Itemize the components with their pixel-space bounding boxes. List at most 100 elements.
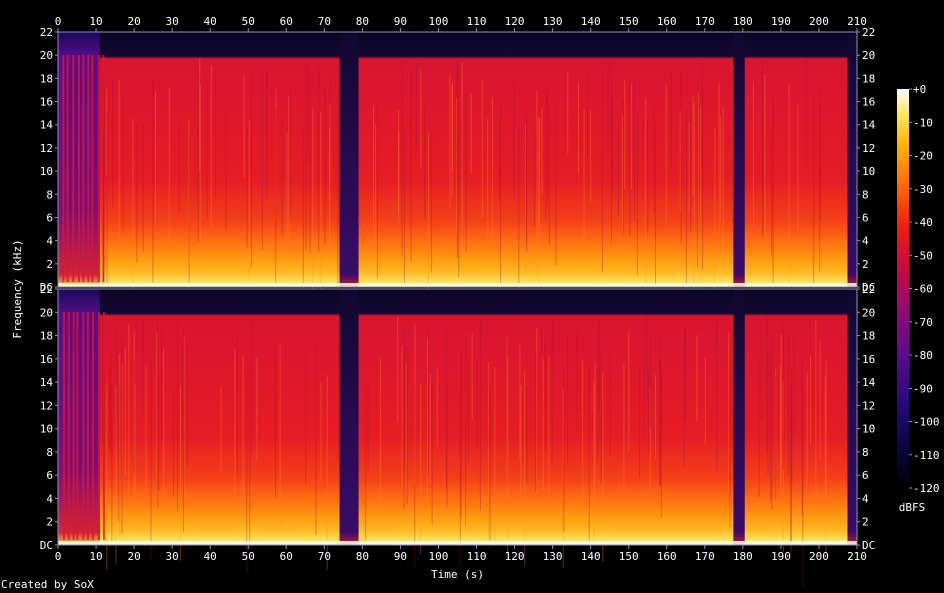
spectral-streak [793,337,795,436]
x-tick-label-bottom: 110 [467,550,487,563]
spectral-streak [110,350,112,455]
x-tick-label-bottom: 70 [318,550,331,563]
spectrum-body [58,32,857,287]
spectral-streak [121,363,123,546]
intro-burst [102,54,105,282]
spectrum-body [58,289,857,545]
y-tick-label-right: 16 [862,96,875,109]
spectral-streak [494,367,496,542]
spectral-streak [700,105,702,290]
colorbar-tick-label: -20 [913,150,933,163]
spectral-streak [547,84,549,205]
spectral-streak [500,100,502,290]
y-tick-label-left: 10 [40,165,53,178]
intro-burst [67,312,70,540]
spectral-streak [650,337,652,429]
x-tick-label-bottom: 150 [619,550,639,563]
spectral-streak [576,331,578,412]
y-tick-label-left: 4 [46,492,53,505]
spectral-streak [251,317,253,454]
y-tick-label-right: 20 [862,49,875,62]
spectral-streak [134,383,136,493]
spectral-streak [225,115,227,230]
spectral-streak [649,387,651,492]
x-tick-label-bottom: 40 [204,550,217,563]
spectral-streak [690,101,692,231]
y-tick-label-right: 14 [862,119,876,132]
track-end [847,32,857,287]
channel-1-spectrogram [57,31,858,330]
intro-burst [66,54,69,282]
spectral-streak [590,109,592,203]
spectral-streak [414,324,416,488]
spectral-streak [451,85,453,198]
spectral-streak [665,85,667,223]
x-tick-label-top: 130 [543,15,563,28]
spectral-streak [445,325,447,489]
spectral-streak [582,360,584,508]
intro-burst [87,54,90,282]
silent-gap [733,32,745,287]
spectral-streak [653,103,655,213]
y-tick-label-left: 14 [40,119,54,132]
spectral-streak [379,357,381,507]
spectral-streak [236,335,238,478]
spectral-streak [583,108,585,248]
spectral-streak [118,79,120,261]
spectral-streak [275,108,277,304]
spectral-streak [459,388,461,567]
x-tick-label-top: 20 [127,15,140,28]
spectral-streak [771,336,773,510]
spectral-streak [646,315,648,401]
spectral-streak [248,120,250,281]
intro-burst [97,54,100,282]
spectral-streak [446,385,448,508]
colorbar-tick-label: -40 [913,216,933,229]
spectral-streak [513,81,515,199]
intro-burst [86,312,89,540]
spectral-streak [471,333,473,420]
spectral-streak [762,132,764,238]
spectral-streak [410,70,412,262]
x-tick-label-bottom: 210 [847,550,867,563]
y-tick-label-left: 12 [40,142,53,155]
spectral-streak [520,384,522,499]
panel-border [57,31,858,288]
spectral-streak [714,127,716,327]
y-tick-label-left: 18 [40,72,53,85]
y-tick-label-left: 16 [40,353,53,366]
spectral-streak [206,81,208,219]
spectral-streak [289,88,291,218]
y-tick-label-left: 6 [46,469,53,482]
spectral-streak [188,131,190,298]
y-tick-label-left: 4 [46,235,53,248]
spectral-streak [764,74,766,261]
spectral-streak [534,129,536,227]
y-tick-label-left: 18 [40,330,53,343]
spectral-streak [145,366,147,500]
colorbar-tick-label: -30 [913,183,933,196]
y-tick-label-left: 2 [46,258,53,271]
spectral-streak [427,337,429,507]
spectral-streak [487,361,489,540]
intro-burst [91,54,94,282]
x-tick-label-bottom: 130 [543,550,563,563]
channel-2-spectrogram [57,288,858,587]
spectral-streak [403,348,405,509]
spectral-streak [401,345,403,493]
spectral-streak [246,126,248,248]
spectral-streak [367,379,369,471]
y-tick-label-right: 6 [862,211,869,224]
spectral-streak [563,370,565,532]
spectral-streak [636,114,638,276]
x-tick-label-bottom: 10 [89,550,102,563]
y-tick-label-left: 8 [46,188,53,201]
spectral-streak [156,332,158,518]
track-end [847,289,857,545]
x-tick-label-bottom: 140 [581,550,601,563]
y-tick-label-left: DC [40,539,53,552]
spectral-streak [771,130,773,256]
x-tick-label-bottom: 200 [809,550,829,563]
spectral-streak [286,132,288,241]
intro-burst [82,54,85,282]
